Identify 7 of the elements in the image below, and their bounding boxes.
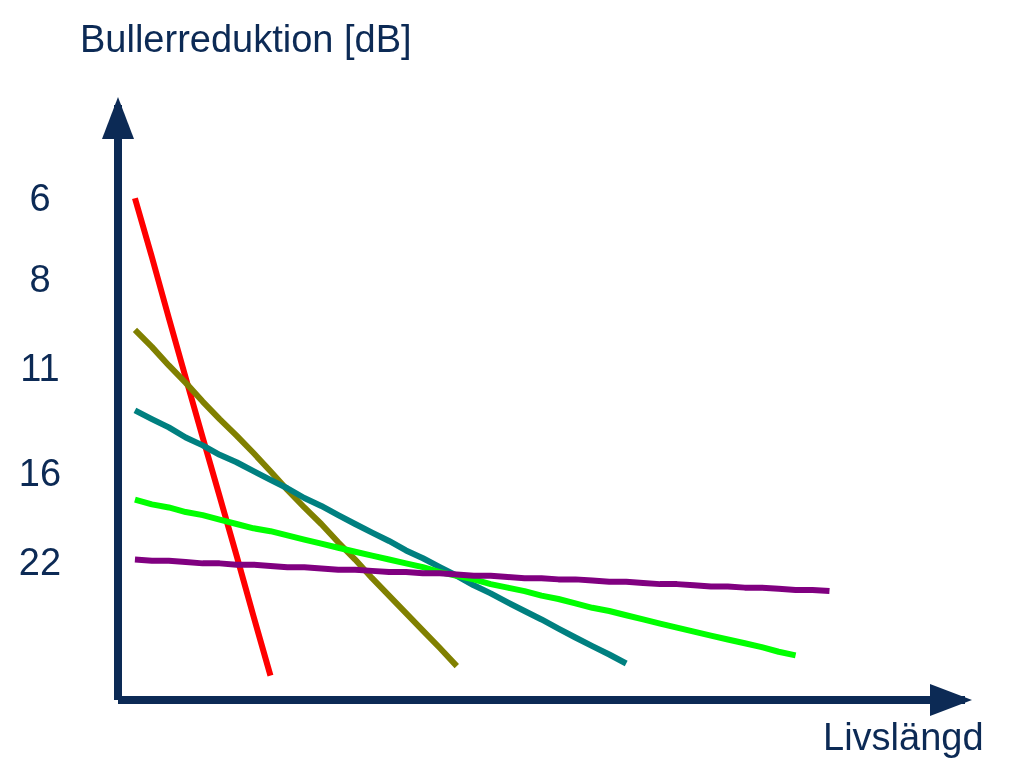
y-tick-label: 11 [20,347,60,390]
y-axis-title: Bullerreduktion [dB] [80,18,412,61]
y-tick-label: 6 [29,177,51,220]
y-tick-label: 8 [29,257,51,300]
y-tick-label: 22 [18,541,62,584]
y-tick-label: 16 [18,451,62,494]
x-axis-title: Livslängd [823,716,984,759]
